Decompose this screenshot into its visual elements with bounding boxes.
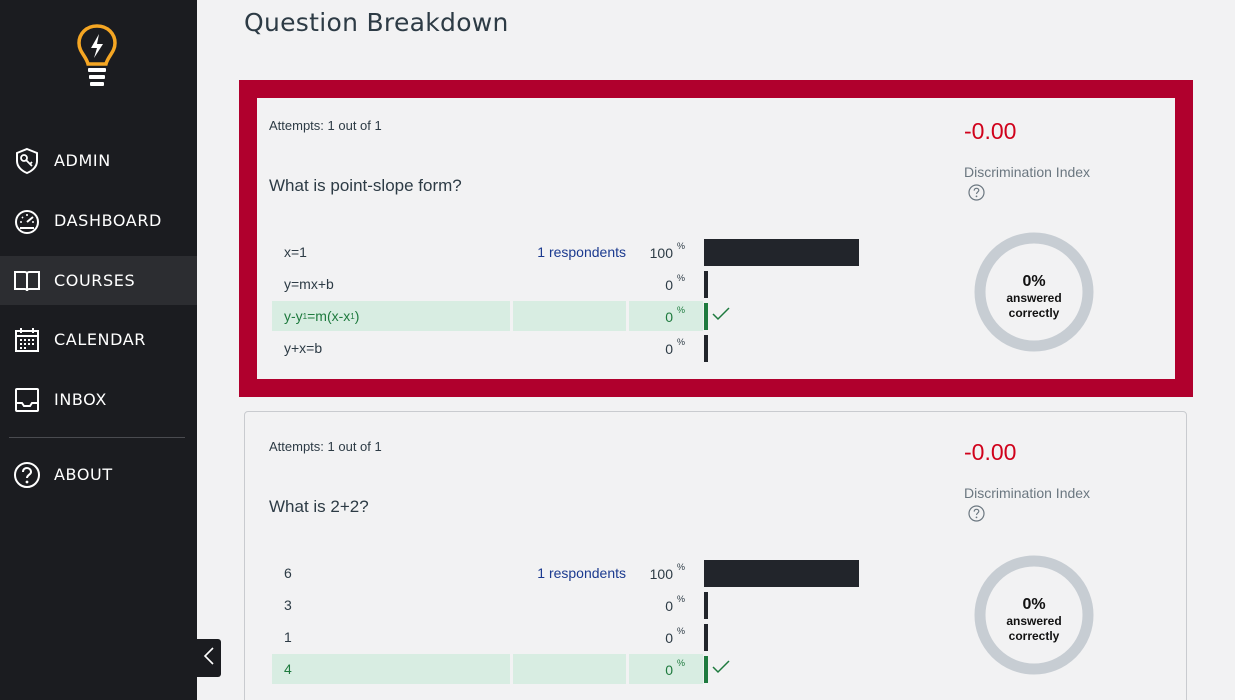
answer-text: 3 [284,597,292,613]
page-title: Question Breakdown [244,8,509,37]
collapse-sidebar-button[interactable] [197,639,221,677]
answer-percent: 0% [665,337,685,357]
question-circle-icon [13,461,41,489]
sidebar-item-label: DASHBOARD [54,211,162,230]
answer-row: 6 1 respondents 100% [272,557,872,589]
answer-percent: 100% [649,562,685,582]
sidebar-item-label: COURSES [54,271,136,290]
answer-row: 3 0% [272,589,872,621]
answer-bar [704,560,859,587]
respondents-link[interactable]: 1 respondents [537,244,626,260]
attempts-text: Attempts: 1 out of 1 [269,118,382,133]
respondents-link[interactable] [513,269,626,299]
discrimination-index-label: Discrimination Index [964,164,1091,180]
sidebar-item-label: INBOX [54,390,107,409]
question-card-body: Attempts: 1 out of 1 What is point-slope… [257,98,1175,379]
question-text: What is point-slope form? [269,176,462,195]
help-circle-icon[interactable] [968,505,985,522]
answer-row: 1 0% [272,621,872,653]
sidebar-item-label: CALENDAR [54,330,147,349]
answer-text: y+x=b [284,340,323,356]
sidebar-item-calendar[interactable]: CALENDAR [0,315,197,364]
answer-row: y+x=b 0% [272,332,872,364]
shield-key-icon [13,147,41,175]
book-icon [13,267,41,295]
respondents-link[interactable] [513,301,626,331]
sidebar-item-admin[interactable]: ADMIN [0,136,197,185]
respondents-link[interactable] [513,333,626,363]
checkmark-icon [712,307,730,326]
chevron-left-icon [203,646,215,671]
answer-list: x=1 1 respondents 100% y=mx+b 0% y-y 1 =m(… [272,236,872,364]
answer-text: 6 [284,565,292,581]
answer-text: y=mx+b [284,276,334,292]
sidebar-item-label: ADMIN [54,151,111,170]
calendar-icon [13,326,41,354]
sidebar-item-courses[interactable]: COURSES [0,256,197,305]
answer-percent: 0% [665,273,685,293]
answer-bar [704,303,859,330]
percent-correct-text: 0% answered correctly [1006,273,1062,320]
answer-bar [704,592,859,619]
sidebar-item-about[interactable]: ABOUT [0,450,197,499]
answer-percent: 0% [629,301,703,331]
percent-correct-text: 0% answered correctly [1006,596,1062,643]
question-text: What is 2+2? [269,497,369,516]
respondents-link[interactable] [513,590,626,620]
sidebar-divider [9,437,185,438]
inbox-icon [13,386,41,414]
respondents-link[interactable] [513,654,626,684]
discrimination-index-value: -0.00 [964,118,1017,144]
speedometer-icon [13,207,41,235]
discrimination-index-label: Discrimination Index [964,485,1091,501]
discrimination-index-value: -0.00 [964,439,1017,465]
answer-text: 1 [284,629,292,645]
answer-percent: 0% [665,626,685,646]
answer-percent: 0% [665,594,685,614]
answer-percent: 0% [629,654,703,684]
sidebar-item-inbox[interactable]: INBOX [0,375,197,424]
answer-bar [704,624,859,651]
answer-row-correct: 4 0% [272,653,872,685]
respondents-link[interactable] [513,622,626,652]
answer-list: 6 1 respondents 100% 3 0% 1 0% 4 0% [272,557,872,685]
answer-bar [704,335,859,362]
answer-bar [704,656,859,683]
help-circle-icon[interactable] [968,184,985,201]
respondents-link[interactable]: 1 respondents [537,565,626,581]
answer-row: y=mx+b 0% [272,268,872,300]
question-card-body: Attempts: 1 out of 1 What is 2+2? 6 1 re… [257,412,1175,693]
answer-row-correct: y-y 1 =m(x-x 1) 0% [272,300,872,332]
checkmark-icon [712,660,730,679]
percent-correct-donut [974,555,1094,675]
answer-bar [704,239,859,266]
answer-percent: 100% [649,241,685,261]
sidebar-item-label: ABOUT [54,465,113,484]
question-card[interactable]: Attempts: 1 out of 1 What is point-slope… [239,80,1193,397]
percent-correct-donut [974,232,1094,352]
sidebar: ADMIN DASHBOARD COURSES CALENDAR INBOX A… [0,0,197,700]
sidebar-item-dashboard[interactable]: DASHBOARD [0,196,197,245]
attempts-text: Attempts: 1 out of 1 [269,439,382,454]
answer-row: x=1 1 respondents 100% [272,236,872,268]
question-card[interactable]: Attempts: 1 out of 1 What is 2+2? 6 1 re… [244,411,1187,700]
answer-text: x=1 [284,244,307,260]
answer-text: y-y 1 =m(x-x 1) [272,301,510,331]
answer-bar [704,271,859,298]
answer-text: 4 [272,654,510,684]
lightbulb-logo-icon[interactable] [75,22,119,90]
